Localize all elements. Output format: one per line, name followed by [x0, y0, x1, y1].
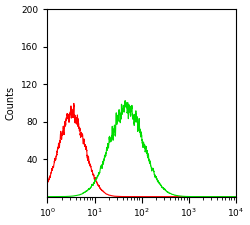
Y-axis label: Counts: Counts: [6, 86, 16, 120]
